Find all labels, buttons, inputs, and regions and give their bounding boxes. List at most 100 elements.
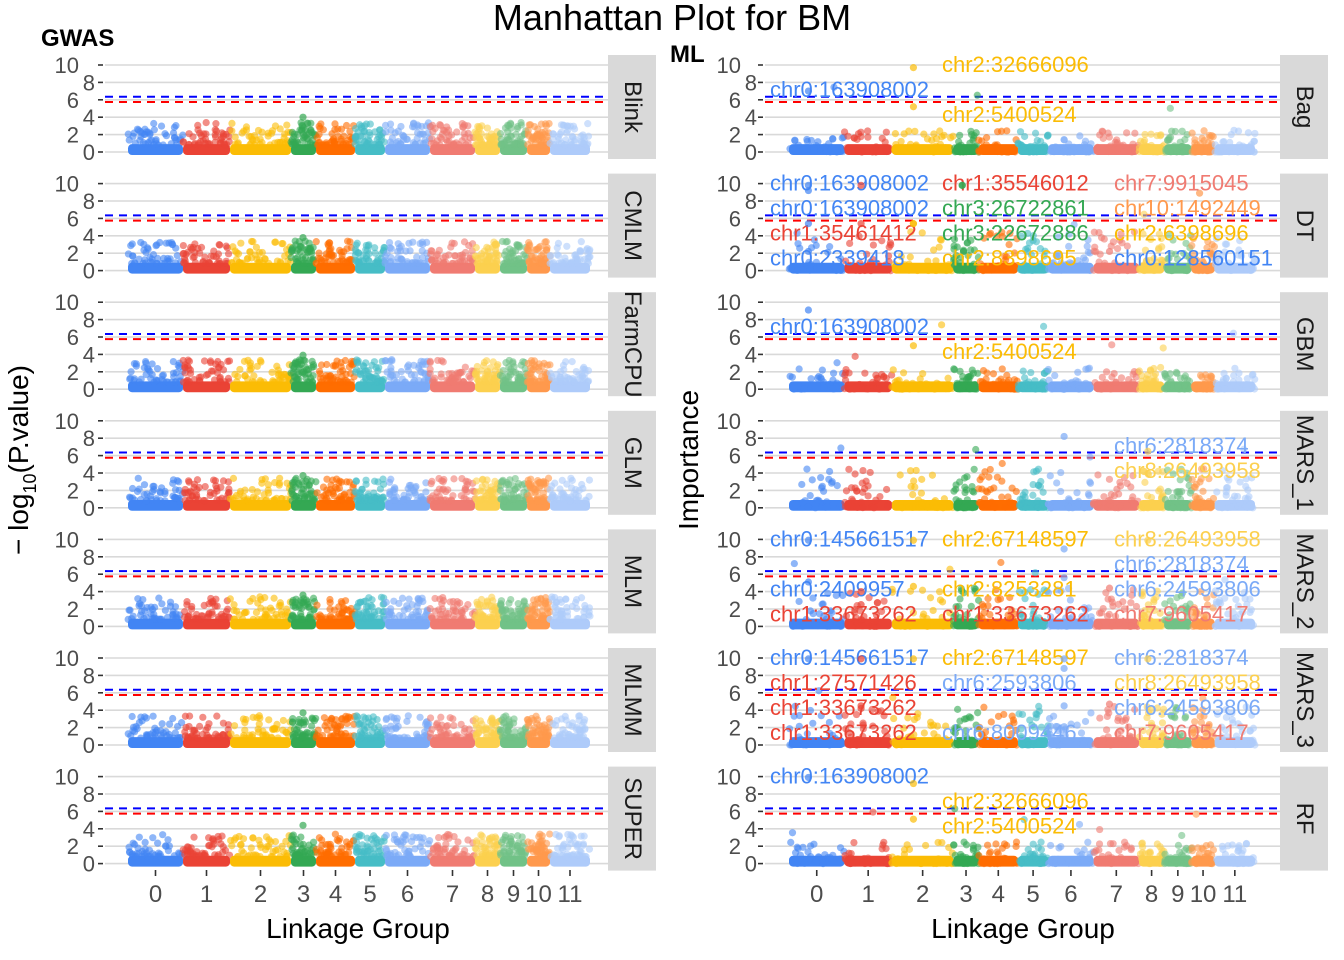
data-point	[584, 120, 592, 128]
data-point	[214, 832, 222, 841]
data-point	[540, 131, 548, 139]
data-point	[370, 477, 379, 485]
data-point	[567, 474, 575, 482]
data-point	[505, 852, 513, 860]
data-point	[135, 833, 143, 841]
data-point	[932, 257, 940, 265]
data-point	[201, 139, 209, 148]
data-point	[1004, 148, 1012, 156]
data-point	[525, 239, 533, 247]
data-point	[356, 734, 365, 742]
data-point	[505, 716, 513, 724]
data-point	[209, 597, 217, 605]
data-point	[221, 378, 229, 386]
data-point	[569, 122, 578, 130]
data-point	[453, 731, 461, 739]
data-point	[129, 612, 137, 620]
data-point	[499, 260, 508, 268]
y-tick-label: 8	[83, 70, 95, 95]
data-point	[307, 487, 315, 495]
data-point	[300, 259, 308, 267]
data-point	[379, 378, 387, 386]
data-point	[191, 139, 199, 148]
data-point	[323, 376, 331, 384]
data-point	[477, 130, 485, 138]
data-point	[199, 713, 207, 721]
data-point	[239, 715, 247, 723]
data-point	[900, 146, 908, 154]
data-point	[882, 374, 890, 382]
y-tick-label: 2	[729, 360, 741, 385]
data-point	[308, 722, 316, 730]
data-point	[255, 248, 264, 257]
data-point	[232, 834, 240, 842]
data-point	[413, 259, 421, 267]
data-point	[561, 254, 569, 262]
data-point	[213, 484, 221, 493]
data-point	[288, 490, 296, 498]
data-point	[292, 474, 300, 482]
data-point	[270, 725, 278, 733]
chart-title: Manhattan Plot for BM	[493, 0, 851, 38]
data-point	[437, 731, 445, 739]
data-point	[517, 118, 525, 127]
data-point	[410, 487, 418, 495]
data-point	[132, 852, 140, 860]
data-point	[403, 363, 412, 371]
data-point	[387, 245, 395, 253]
data-point	[324, 489, 332, 497]
data-point	[536, 838, 544, 846]
data-point	[216, 496, 224, 504]
data-point	[585, 608, 593, 616]
data-point	[396, 734, 404, 742]
facet-strip	[608, 173, 656, 278]
data-point	[385, 238, 394, 247]
data-point	[326, 716, 335, 725]
data-point	[882, 128, 890, 136]
data-point	[1075, 143, 1084, 152]
data-point	[531, 724, 539, 732]
data-point	[882, 146, 890, 154]
data-point	[567, 258, 576, 266]
data-point	[460, 238, 469, 246]
data-point	[941, 144, 949, 152]
data-point	[473, 362, 481, 371]
y-tick-label: 2	[67, 123, 79, 148]
data-point	[142, 359, 150, 367]
data-point	[342, 716, 350, 724]
data-point	[543, 734, 551, 742]
data-point	[546, 251, 554, 260]
facet-strip	[608, 529, 656, 634]
data-point	[316, 611, 324, 619]
data-point	[164, 836, 172, 844]
snp-label: chr3:26722861	[942, 196, 1089, 221]
data-point	[361, 496, 369, 504]
data-point	[559, 615, 567, 623]
data-point	[504, 121, 512, 129]
data-point	[246, 851, 254, 859]
data-point	[1050, 148, 1058, 156]
data-point	[550, 851, 558, 859]
data-point	[371, 141, 379, 149]
data-point	[564, 730, 572, 739]
data-point	[170, 373, 178, 381]
data-point	[524, 838, 532, 846]
y-tick-label: 10	[55, 646, 79, 671]
data-point	[478, 367, 486, 375]
data-point	[146, 131, 154, 139]
data-point	[818, 366, 826, 374]
data-point	[214, 250, 223, 258]
data-point	[142, 731, 151, 739]
peak-point	[299, 821, 307, 829]
data-point	[558, 715, 566, 723]
data-point	[428, 256, 436, 264]
data-point	[428, 725, 436, 733]
data-point	[166, 255, 174, 263]
data-point	[162, 239, 170, 247]
data-point	[324, 240, 332, 248]
y-tick-label: 6	[67, 444, 79, 469]
y-tick-label: 10	[55, 527, 79, 552]
data-point	[253, 713, 261, 722]
data-point	[342, 838, 351, 846]
